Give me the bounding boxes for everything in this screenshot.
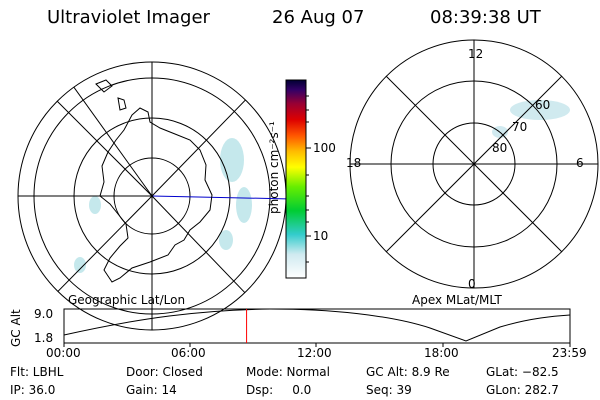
left-map-caption: Geographic Lat/Lon (68, 293, 186, 307)
colorbar-label-10: 10 (313, 229, 329, 243)
status-seq: Seq: 39 (366, 383, 412, 397)
geographic-map (18, 62, 286, 330)
xtick-0000: 00:00 (46, 346, 81, 360)
xtick-0600: 06:00 (171, 346, 206, 360)
status-gain: Gain: 14 (126, 383, 177, 397)
aurora-emission-right (492, 100, 570, 138)
status-dsp: Dsp: 0.0 (246, 383, 312, 397)
magnetic-map (349, 39, 599, 289)
altitude-ytick-low: 1.8 (34, 331, 54, 345)
colorbar-label-100: 100 (313, 141, 336, 155)
altitude-ylabel: GC Alt (9, 309, 23, 347)
mlt-label-18: 18 (346, 156, 362, 170)
date-label: 26 Aug 07 (272, 7, 365, 28)
altitude-ytick-high: 9.0 (34, 307, 54, 321)
aurora-emission (74, 138, 252, 273)
status-gc-alt: GC Alt: 8.9 Re (366, 365, 450, 379)
mlt-label-6: 6 (576, 156, 584, 170)
status-glat: GLat: −82.5 (486, 365, 559, 379)
status-filter: Flt: LBHL (10, 365, 64, 379)
status-mode: Mode: Normal (246, 365, 330, 379)
mlat-label-80: 80 (492, 141, 508, 155)
xtick-1800: 18:00 (424, 346, 459, 360)
mlt-label-12: 12 (468, 47, 484, 61)
altitude-plot (63, 308, 571, 347)
instrument-title: Ultraviolet Imager (47, 7, 210, 28)
colorbar-unit-label: photon cm⁻²s⁻¹ (267, 121, 281, 214)
antarctica-coastline (99, 107, 213, 283)
right-map-caption: Apex MLat/MLT (412, 293, 502, 307)
mlt-label-0: 0 (468, 277, 476, 291)
status-door: Door: Closed (126, 365, 203, 379)
xtick-1200: 12:00 (297, 346, 332, 360)
xtick-2359: 23:59 (552, 346, 587, 360)
mlat-label-60: 60 (535, 98, 551, 112)
colorbar-minor-ticks (306, 95, 309, 263)
time-label: 08:39:38 UT (430, 7, 541, 28)
colorbar (285, 79, 307, 279)
status-glon: GLon: 282.7 (486, 383, 559, 397)
status-ip: IP: 36.0 (10, 383, 56, 397)
mlat-label-70: 70 (512, 120, 528, 134)
